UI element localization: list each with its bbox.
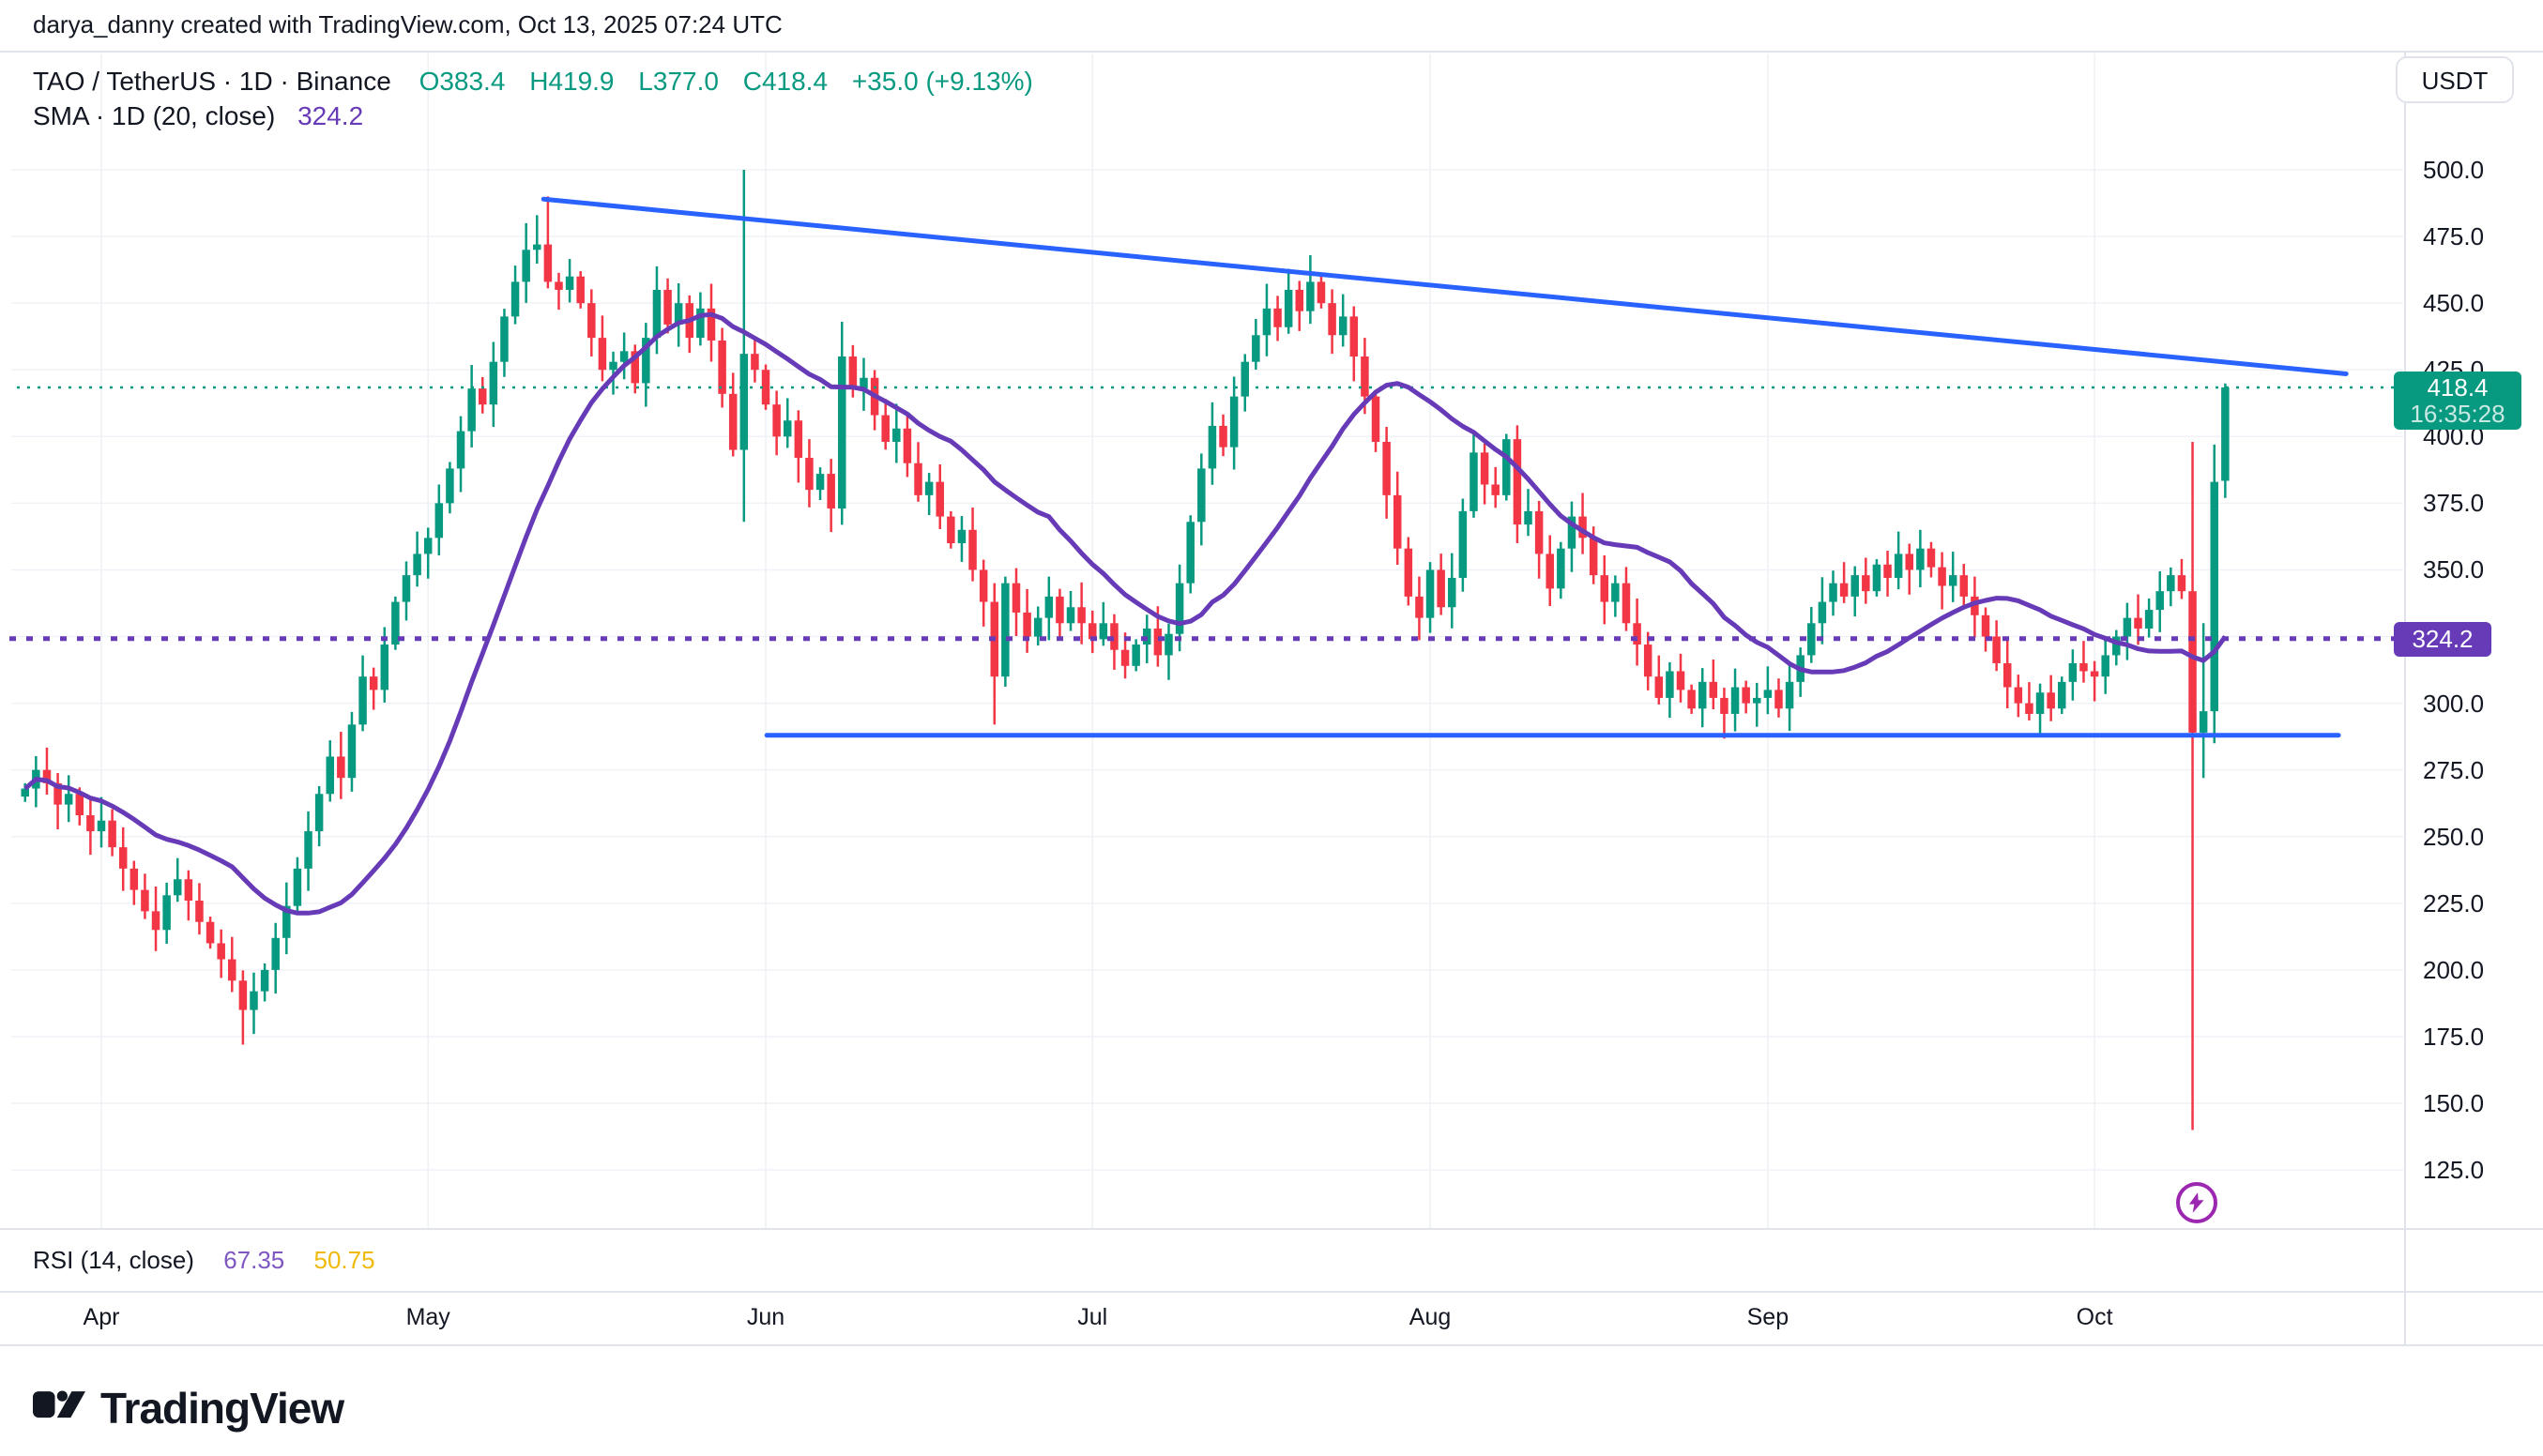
rsi-label[interactable]: RSI (14, close)	[33, 1246, 194, 1274]
flash-action-button[interactable]	[2176, 1182, 2217, 1223]
sma-price-badge: 324.2	[2394, 621, 2491, 657]
price-tick-label: 200.0	[2423, 955, 2485, 984]
month-label: Oct	[2076, 1304, 2113, 1330]
tradingview-wordmark: TradingView	[100, 1384, 344, 1433]
ohlc-open: O383.4	[419, 67, 506, 96]
bar-countdown: 16:35:28	[2410, 399, 2505, 428]
sma-legend-row: SMA · 1D (20, close) 324.2	[33, 99, 1050, 133]
symbol-legend-row: TAO / TetherUS · 1D · Binance O383.4 H41…	[33, 64, 1050, 99]
price-tick-label: 150.0	[2423, 1089, 2485, 1118]
tradingview-mark-icon	[33, 1390, 85, 1418]
symbol-title[interactable]: TAO / TetherUS · 1D · Binance	[33, 67, 391, 96]
month-label: Apr	[83, 1304, 120, 1330]
last-price-badge: 418.4 16:35:28	[2394, 371, 2521, 430]
price-tick-label: 500.0	[2423, 156, 2485, 184]
price-tick-label: 275.0	[2423, 755, 2485, 784]
month-label: May	[405, 1304, 450, 1330]
rsi-ma-value: 50.75	[313, 1246, 375, 1274]
vertical-gridlines	[100, 53, 2095, 1229]
price-tick-label: 225.0	[2423, 888, 2485, 918]
sma-line	[23, 311, 2228, 916]
tradingview-logo[interactable]: TradingView	[33, 1383, 344, 1433]
price-tick-label: 350.0	[2423, 555, 2485, 584]
attribution-text: darya_danny created with TradingView.com…	[33, 10, 783, 38]
lightning-icon	[2188, 1192, 2204, 1213]
chart-legend: TAO / TetherUS · 1D · Binance O383.4 H41…	[33, 64, 1050, 133]
currency-usdt-button[interactable]: USDT	[2396, 56, 2514, 103]
sma-legend-value: 324.2	[297, 101, 364, 130]
drawn-trendlines[interactable]	[541, 196, 2349, 738]
price-lines	[9, 386, 2403, 642]
price-tick-label: 375.0	[2423, 489, 2485, 518]
month-label: Jun	[746, 1304, 785, 1330]
month-label: Jul	[1077, 1304, 1108, 1330]
pane-dividers	[0, 51, 2543, 1346]
price-tick-label: 300.0	[2423, 689, 2485, 718]
sma-legend-label[interactable]: SMA · 1D (20, close)	[33, 101, 276, 130]
month-label: Aug	[1409, 1304, 1452, 1330]
price-tick-label: 125.0	[2423, 1156, 2485, 1185]
rsi-value: 67.35	[223, 1246, 285, 1274]
ohlc-close: C418.4	[742, 67, 829, 96]
month-label: Sep	[1746, 1304, 1789, 1330]
change-value: +35.0 (+9.13%)	[851, 67, 1033, 96]
ohlc-low: L377.0	[638, 67, 719, 96]
ohlc-high: H419.9	[529, 67, 615, 96]
rsi-indicator-row: RSI (14, close) 67.35 50.75	[33, 1236, 375, 1283]
last-price-value: 418.4	[2427, 372, 2489, 402]
price-tick-label: 175.0	[2423, 1022, 2485, 1051]
price-tick-label: 250.0	[2423, 822, 2485, 851]
price-tick-label: 475.0	[2423, 222, 2485, 251]
price-tick-label: 450.0	[2423, 289, 2485, 318]
descending-resistance	[541, 196, 2349, 376]
horizontal-gridlines	[11, 169, 2403, 1171]
candlestick-series	[21, 170, 2230, 1130]
